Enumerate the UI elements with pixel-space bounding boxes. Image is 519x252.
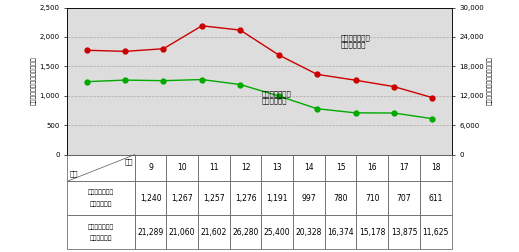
FancyBboxPatch shape [198, 215, 230, 249]
Text: 11,625: 11,625 [422, 228, 449, 237]
Text: 10: 10 [177, 163, 187, 172]
Y-axis label: 飲酒運転による死亡事故件数: 飲酒運転による死亡事故件数 [31, 57, 37, 105]
FancyBboxPatch shape [167, 155, 198, 181]
Text: 16,374: 16,374 [327, 228, 354, 237]
FancyBboxPatch shape [230, 155, 262, 181]
Text: 飲酒運転による: 飲酒運転による [88, 190, 114, 195]
FancyBboxPatch shape [230, 215, 262, 249]
Text: 1,257: 1,257 [203, 194, 225, 203]
Text: 区分: 区分 [70, 171, 78, 177]
Text: 1,276: 1,276 [235, 194, 256, 203]
Text: 14: 14 [304, 163, 314, 172]
Text: 11: 11 [209, 163, 218, 172]
FancyBboxPatch shape [293, 181, 325, 215]
FancyBboxPatch shape [357, 181, 388, 215]
FancyBboxPatch shape [198, 181, 230, 215]
Y-axis label: 飲酒運転による交通事故件数: 飲酒運転による交通事故件数 [487, 57, 493, 105]
FancyBboxPatch shape [420, 215, 452, 249]
Text: 707: 707 [397, 194, 412, 203]
Text: 9: 9 [148, 163, 153, 172]
Text: 13,875: 13,875 [391, 228, 417, 237]
Text: 15: 15 [336, 163, 346, 172]
Text: 飲酒運転による
交通事故件数: 飲酒運転による 交通事故件数 [340, 34, 370, 48]
Text: 25,400: 25,400 [264, 228, 291, 237]
Text: 21,289: 21,289 [138, 228, 163, 237]
FancyBboxPatch shape [325, 215, 357, 249]
Text: 1,240: 1,240 [140, 194, 161, 203]
FancyBboxPatch shape [135, 155, 167, 181]
Text: 交通事故件数: 交通事故件数 [90, 235, 112, 241]
FancyBboxPatch shape [67, 155, 135, 181]
FancyBboxPatch shape [135, 181, 167, 215]
FancyBboxPatch shape [357, 215, 388, 249]
Text: 18: 18 [431, 163, 441, 172]
Text: 780: 780 [333, 194, 348, 203]
FancyBboxPatch shape [325, 155, 357, 181]
FancyBboxPatch shape [167, 181, 198, 215]
FancyBboxPatch shape [198, 155, 230, 181]
FancyBboxPatch shape [262, 181, 293, 215]
Text: 12: 12 [241, 163, 250, 172]
Text: 年次: 年次 [124, 159, 133, 165]
Text: 997: 997 [302, 194, 316, 203]
Text: 飲酒運転による
死亡事故件数: 飲酒運転による 死亡事故件数 [262, 90, 291, 104]
FancyBboxPatch shape [167, 215, 198, 249]
FancyBboxPatch shape [388, 155, 420, 181]
Text: 16: 16 [367, 163, 377, 172]
FancyBboxPatch shape [67, 181, 135, 215]
FancyBboxPatch shape [388, 181, 420, 215]
FancyBboxPatch shape [230, 181, 262, 215]
FancyBboxPatch shape [420, 155, 452, 181]
Text: 21,602: 21,602 [201, 228, 227, 237]
FancyBboxPatch shape [67, 215, 135, 249]
FancyBboxPatch shape [293, 215, 325, 249]
Text: 26,280: 26,280 [233, 228, 259, 237]
Text: 1,191: 1,191 [267, 194, 288, 203]
FancyBboxPatch shape [357, 155, 388, 181]
Text: 飲酒運転による: 飲酒運転による [88, 224, 114, 230]
Text: 15,178: 15,178 [359, 228, 386, 237]
Text: 17: 17 [399, 163, 409, 172]
Text: 死亡事故件数: 死亡事故件数 [90, 201, 112, 207]
Text: 13: 13 [272, 163, 282, 172]
Text: 1,267: 1,267 [171, 194, 193, 203]
Text: 20,328: 20,328 [296, 228, 322, 237]
FancyBboxPatch shape [135, 215, 167, 249]
FancyBboxPatch shape [420, 181, 452, 215]
FancyBboxPatch shape [262, 215, 293, 249]
Text: 710: 710 [365, 194, 379, 203]
FancyBboxPatch shape [262, 155, 293, 181]
Text: 611: 611 [429, 194, 443, 203]
FancyBboxPatch shape [293, 155, 325, 181]
FancyBboxPatch shape [325, 181, 357, 215]
Text: 21,060: 21,060 [169, 228, 196, 237]
FancyBboxPatch shape [388, 215, 420, 249]
